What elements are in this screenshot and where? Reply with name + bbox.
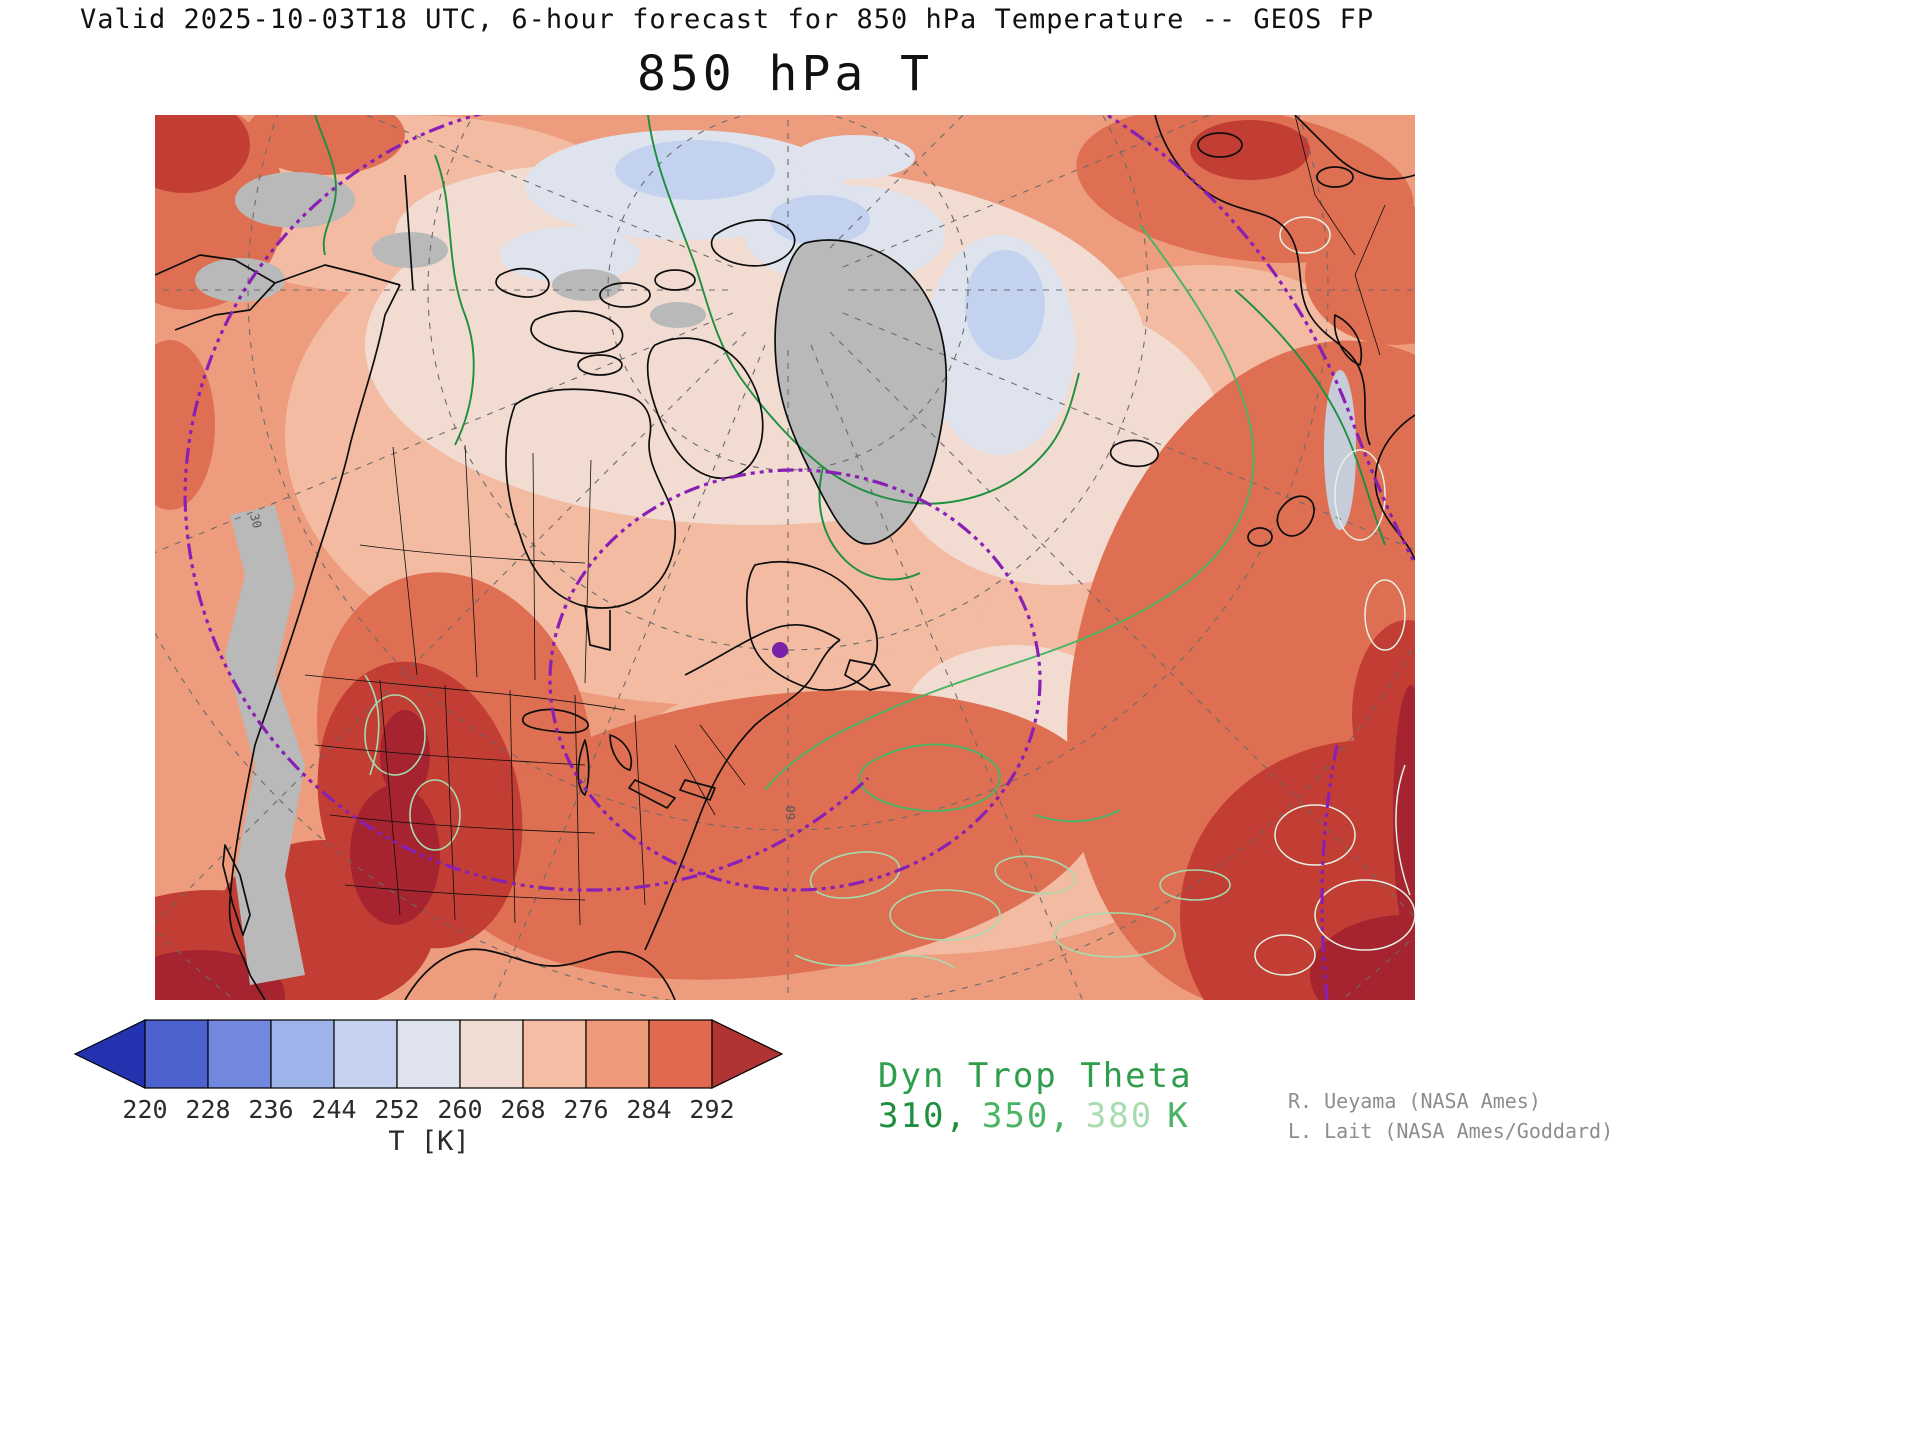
- theta-legend-title: Dyn Trop Theta: [878, 1056, 1193, 1096]
- colorbar-cell: [333, 1019, 398, 1089]
- st-lawrence: [684, 623, 841, 676]
- greenland-coast: [774, 239, 948, 545]
- labrador-newfoundland: [745, 561, 879, 691]
- colorbar-cell: [522, 1019, 587, 1089]
- lake-michigan: [577, 739, 590, 796]
- colorbar: 220 228 236 244 252 260 268 276 284 292 …: [72, 1018, 792, 1158]
- colorbar-tick-label: 268: [500, 1095, 545, 1124]
- nova-scotia: [844, 659, 891, 691]
- credits: R. Ueyama (NASA Ames) L. Lait (NASA Ames…: [1288, 1086, 1613, 1146]
- arctic-isle-1: [599, 282, 651, 308]
- rockies-fill: [225, 505, 305, 985]
- coastlines: [154, 114, 1416, 1001]
- colorbar-over-arrow: [711, 1019, 784, 1089]
- ellesmere-island: [710, 219, 796, 267]
- colorbar-tick-label: 244: [311, 1095, 356, 1124]
- colorbar-tick-label: 220: [122, 1095, 167, 1124]
- theta-unit: K: [1167, 1096, 1190, 1136]
- scandinavia-coast: [1154, 114, 1371, 446]
- colorbar-svg: 220 228 236 244 252 260 268 276 284 292 …: [73, 1019, 784, 1157]
- graticule-label-60: 60: [784, 806, 798, 820]
- colorbar-tick-label: 284: [626, 1095, 671, 1124]
- colorbar-under-arrow: [73, 1019, 146, 1089]
- theta-value-310: 310,: [878, 1096, 968, 1136]
- west-coast: [228, 284, 401, 1001]
- russia-coast: [1294, 114, 1416, 180]
- graticule-label-30: 30: [247, 512, 264, 530]
- victoria-island: [530, 310, 624, 355]
- lake-huron: [609, 734, 633, 771]
- no-data-gray: [195, 172, 1356, 985]
- colorbar-cell: [459, 1019, 524, 1089]
- map-svg: 60 30: [0, 0, 1788, 1290]
- ireland: [1247, 527, 1273, 547]
- arctic-isle-3: [577, 354, 623, 376]
- map-panel: 60 30: [0, 0, 1788, 1290]
- baffin-island: [646, 337, 764, 480]
- colorbar-cell: [396, 1019, 461, 1089]
- banks-island: [495, 267, 550, 298]
- colorbar-tick-label: 276: [563, 1095, 608, 1124]
- lake-superior: [521, 708, 589, 734]
- theta-contour-380: [364, 674, 1231, 969]
- colorbar-cell: [207, 1019, 272, 1089]
- james-bay: [584, 604, 611, 651]
- uk: [1276, 495, 1315, 537]
- theta-value-350: 350,: [981, 1096, 1072, 1136]
- east-coast: [644, 639, 841, 951]
- political-borders: [304, 114, 1386, 926]
- hudson-bay: [505, 388, 676, 609]
- credit-line-2: L. Lait (NASA Ames/Goddard): [1288, 1119, 1614, 1143]
- gulf-coast: [404, 948, 676, 1001]
- baja: [222, 844, 251, 936]
- alaska-coast: [154, 174, 414, 331]
- colorbar-tick-label: 292: [689, 1095, 734, 1124]
- theta-value-380: 380: [1085, 1096, 1154, 1136]
- temp-field: [80, 95, 1560, 1090]
- colorbar-cell: [270, 1019, 335, 1089]
- colorbar-cell: [585, 1019, 650, 1089]
- europe-coast: [1374, 414, 1416, 561]
- lake-erie: [628, 779, 676, 809]
- svalbard: [1197, 132, 1243, 158]
- colorbar-cell: [648, 1019, 713, 1089]
- credit-line-1: R. Ueyama (NASA Ames): [1288, 1089, 1541, 1113]
- arctic-isle-2: [654, 269, 696, 291]
- page-title: 850 hPa T: [636, 46, 934, 102]
- baltic: [1333, 314, 1363, 366]
- lake-ontario: [679, 779, 716, 801]
- location-marker-dot: [772, 642, 788, 658]
- colorbar-tick-label: 236: [248, 1095, 293, 1124]
- valid-time-line: Valid 2025-10-03T18 UTC, 6-hour forecast…: [80, 4, 1375, 35]
- colorbar-tick-label: 260: [437, 1095, 482, 1124]
- colorbar-cell: [144, 1019, 209, 1089]
- terminator-circles: [183, 98, 1415, 1001]
- theta-contour-350: [764, 224, 1255, 823]
- theta-contour-380-light: [1254, 216, 1416, 976]
- temp-band-244: [615, 140, 1045, 360]
- colorbar-tick-label: 228: [185, 1095, 230, 1124]
- theta-contour-310: [314, 106, 1386, 581]
- colorbar-tick-label: 252: [374, 1095, 419, 1124]
- theta-legend-values: 310, 350, 380 K: [878, 1096, 1204, 1136]
- theta-legend: Dyn Trop Theta 310, 350, 380 K: [878, 1056, 1204, 1136]
- iceland: [1109, 439, 1159, 468]
- colorbar-axis-label: T [K]: [388, 1126, 469, 1157]
- arctic-isle-4: [1316, 166, 1354, 188]
